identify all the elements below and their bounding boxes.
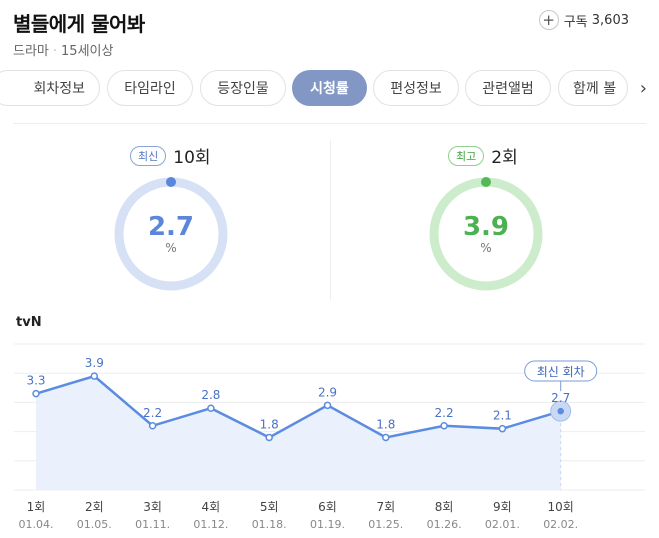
data-point [498, 424, 507, 433]
x-date-label: 01.12. [193, 518, 228, 531]
latest-unit: % [165, 241, 177, 255]
x-tick-label: 9회 [493, 500, 512, 514]
x-tick-label: 7회 [376, 500, 395, 514]
data-label: 2.8 [201, 388, 220, 402]
x-tick-label: 8회 [435, 500, 454, 514]
data-label: 1.8 [260, 417, 279, 431]
callout-label: 최신 회차 [537, 365, 585, 379]
chevron-right-icon[interactable]: › [639, 78, 647, 99]
subscribe-label: 구독 [563, 14, 588, 30]
x-date-label: 02.02. [543, 518, 578, 531]
page-title: 별들에게 물어봐 [13, 12, 145, 36]
x-tick-label: 6회 [318, 500, 337, 514]
highest-header: 최고 2회 [448, 143, 518, 168]
genre-label: 드라마 [13, 44, 49, 59]
data-point [90, 372, 99, 380]
data-point [265, 433, 273, 442]
x-date-label: 01.04. [19, 518, 54, 531]
x-tick-label: 10회 [548, 500, 574, 514]
x-date-label: 01.18. [252, 518, 287, 531]
subscribe-button[interactable]: + 구독 3,603 [538, 10, 629, 30]
x-date-label: 01.19. [310, 518, 345, 531]
vertical-divider [330, 140, 331, 300]
x-tick-label: 1회 [27, 500, 46, 514]
data-point [148, 422, 157, 430]
highest-badge: 최고 [448, 145, 485, 166]
x-date-label: 01.25. [368, 518, 403, 531]
subscriber-count: 3,603 [591, 12, 629, 28]
latest-episode: 10회 [173, 148, 211, 168]
data-label: 2.7 [551, 391, 570, 405]
highest-unit: % [480, 241, 492, 255]
x-tick-label: 5회 [260, 500, 279, 514]
tab-episode-info[interactable]: 회차정보 [0, 70, 100, 106]
highest-ring-marker [481, 177, 491, 187]
tab-ratings[interactable]: 시청률 [292, 70, 367, 106]
x-date-label: 01.05. [77, 518, 112, 531]
separator-dot: · [52, 44, 58, 59]
show-meta: 드라마 · 15세이상 [13, 40, 113, 59]
data-point [207, 404, 215, 412]
x-date-label: 01.11. [135, 518, 170, 531]
latest-ring-marker [166, 177, 176, 187]
data-label: 2.9 [318, 385, 337, 399]
tab-related-album[interactable]: 관련앨범 [465, 70, 551, 106]
x-tick-label: 3회 [143, 500, 162, 514]
data-label: 2.1 [493, 409, 512, 423]
latest-badge: 최신 [130, 145, 167, 166]
ratings-line-chart: 3.3 1회 01.04. 3.9 2회 01.05. 2.2 3회 01.11. 2.8 4회 01… [14, 343, 645, 531]
latest-ring [114, 177, 228, 291]
tab-timeline[interactable]: 타임라인 [107, 70, 193, 106]
highest-episode: 2회 [491, 148, 518, 168]
latest-value: 2.7 [147, 212, 195, 242]
x-tick-label: 4회 [202, 500, 221, 514]
data-point [323, 401, 332, 410]
data-label: 1.8 [376, 417, 395, 431]
latest-header: 최신 10회 [130, 143, 211, 168]
x-date-label: 02.01. [485, 518, 520, 531]
x-tick-label: 2회 [85, 500, 104, 514]
series-line [35, 374, 562, 439]
data-point [557, 407, 564, 415]
highest-ring [429, 177, 543, 291]
tab-watch-together[interactable]: 함께 볼 [558, 70, 628, 106]
data-label: 3.9 [85, 356, 104, 370]
channel-label: tvN [16, 315, 42, 330]
data-point [440, 422, 448, 430]
age-rating-label: 15세이상 [61, 44, 114, 59]
plus-icon: + [538, 10, 559, 30]
tab-characters[interactable]: 등장인물 [200, 70, 286, 106]
data-label: 2.2 [143, 406, 162, 420]
callout-box [524, 360, 598, 382]
data-point [382, 433, 390, 442]
area-fill [36, 376, 561, 490]
data-label: 3.3 [26, 374, 45, 388]
tab-bar: 회차정보 타임라인 등장인물 시청률 편성정보 관련앨범 함께 볼 [0, 70, 659, 108]
x-date-label: 01.26. [427, 518, 462, 531]
data-point [32, 389, 40, 398]
data-label: 2.2 [435, 406, 454, 420]
divider [13, 123, 646, 124]
highest-value: 3.9 [462, 212, 510, 242]
tab-schedule[interactable]: 편성정보 [373, 70, 459, 106]
